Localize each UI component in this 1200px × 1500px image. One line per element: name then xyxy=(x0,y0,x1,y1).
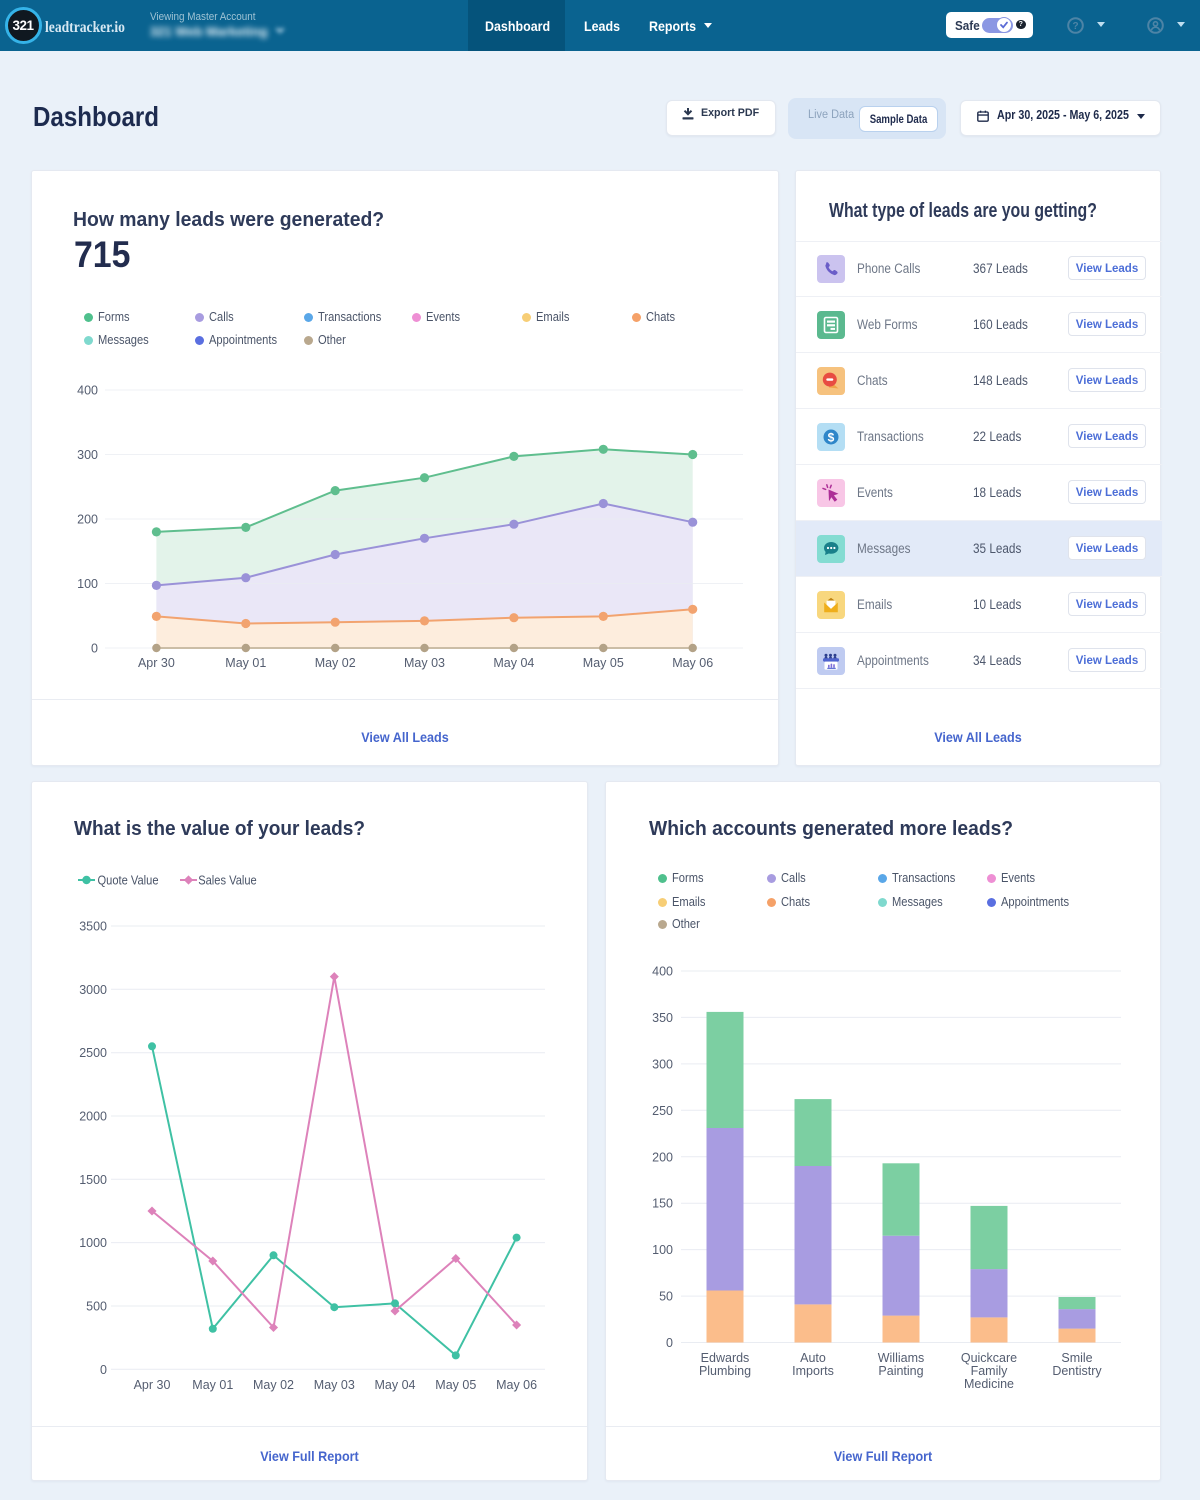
svg-text:2500: 2500 xyxy=(79,1046,107,1060)
svg-text:Quote Value: Quote Value xyxy=(98,873,159,888)
svg-text:Sales Value: Sales Value xyxy=(198,873,257,888)
svg-text:Auto: Auto xyxy=(800,1351,826,1365)
svg-text:350: 350 xyxy=(652,1011,673,1025)
svg-text:150: 150 xyxy=(652,1197,673,1211)
svg-text:2000: 2000 xyxy=(79,1110,107,1124)
svg-text:May 01: May 01 xyxy=(192,1378,233,1392)
svg-text:Apr 30: Apr 30 xyxy=(138,656,175,670)
svg-text:100: 100 xyxy=(652,1243,673,1257)
svg-text:100: 100 xyxy=(77,577,98,591)
svg-text:400: 400 xyxy=(652,965,673,979)
svg-text:May 05: May 05 xyxy=(435,1378,476,1392)
svg-text:Imports: Imports xyxy=(792,1364,834,1378)
svg-text:May 03: May 03 xyxy=(404,656,445,670)
svg-text:500: 500 xyxy=(86,1300,107,1314)
svg-text:Dentistry: Dentistry xyxy=(1052,1364,1102,1378)
svg-text:0: 0 xyxy=(666,1336,673,1350)
svg-text:May 03: May 03 xyxy=(314,1378,355,1392)
svg-text:$: $ xyxy=(828,430,835,444)
svg-text:May 02: May 02 xyxy=(315,656,356,670)
svg-text:Apr 30: Apr 30 xyxy=(134,1378,171,1392)
svg-text:3500: 3500 xyxy=(79,920,107,934)
svg-text:50: 50 xyxy=(659,1290,673,1304)
svg-text:May 05: May 05 xyxy=(583,656,624,670)
svg-text:Smile: Smile xyxy=(1061,1351,1092,1365)
svg-text:0: 0 xyxy=(91,642,98,656)
svg-text:May 04: May 04 xyxy=(493,656,534,670)
svg-text:May 01: May 01 xyxy=(225,656,266,670)
svg-text:3000: 3000 xyxy=(79,983,107,997)
svg-text:Painting: Painting xyxy=(878,1364,923,1378)
svg-text:Family: Family xyxy=(971,1364,1009,1378)
svg-text:200: 200 xyxy=(77,513,98,527)
svg-text:0: 0 xyxy=(100,1363,107,1377)
svg-text:1000: 1000 xyxy=(79,1236,107,1250)
svg-text:300: 300 xyxy=(652,1057,673,1071)
svg-text:Medicine: Medicine xyxy=(964,1377,1014,1391)
svg-text:May 06: May 06 xyxy=(496,1378,537,1392)
svg-text:?: ? xyxy=(1072,21,1078,32)
svg-text:Quickcare: Quickcare xyxy=(961,1351,1017,1365)
svg-text:400: 400 xyxy=(77,384,98,398)
svg-text:May 04: May 04 xyxy=(375,1378,416,1392)
svg-text:1500: 1500 xyxy=(79,1173,107,1187)
svg-text:May 06: May 06 xyxy=(672,656,713,670)
svg-text:300: 300 xyxy=(77,448,98,462)
svg-text:Williams: Williams xyxy=(878,1351,925,1365)
svg-text:200: 200 xyxy=(652,1150,673,1164)
svg-text:Edwards: Edwards xyxy=(701,1351,750,1365)
svg-text:250: 250 xyxy=(652,1104,673,1118)
svg-text:Plumbing: Plumbing xyxy=(699,1364,751,1378)
svg-text:May 02: May 02 xyxy=(253,1378,294,1392)
